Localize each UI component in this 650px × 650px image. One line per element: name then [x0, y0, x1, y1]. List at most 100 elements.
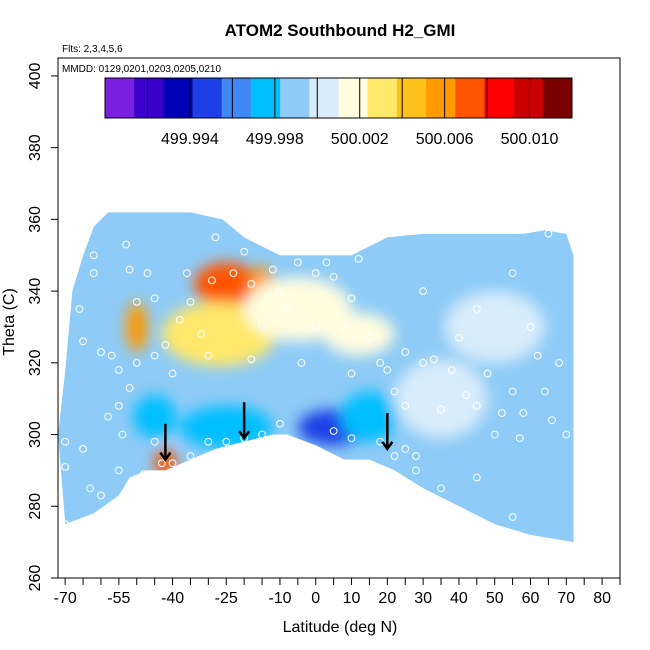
observation-point: [544, 229, 553, 238]
observation-point: [472, 305, 481, 313]
observation-point: [204, 437, 213, 446]
colorbar-tick-label: 499.998: [246, 131, 304, 148]
observation-point: [311, 323, 320, 331]
colorbar-swatch: [280, 78, 310, 118]
field-anomaly: [340, 391, 399, 442]
observation-point: [390, 387, 399, 396]
x-tick-label: -25: [215, 590, 238, 607]
colorbar-swatch: [513, 78, 544, 118]
observation-point: [122, 240, 130, 249]
observation-point: [437, 405, 445, 414]
x-tick-label: -10: [268, 590, 291, 607]
observation-point: [401, 401, 410, 410]
field-anomaly: [133, 395, 177, 439]
colorbar-tick-label: 499.994: [161, 131, 219, 148]
observation-point: [222, 437, 231, 446]
field-anomaly: [322, 312, 395, 356]
observation-point: [311, 269, 320, 278]
field-anomaly: [194, 262, 259, 306]
curtain-field: [58, 212, 574, 543]
y-tick-label: 280: [27, 493, 44, 520]
observation-point: [182, 269, 191, 278]
observation-point: [483, 369, 492, 378]
observation-point: [329, 427, 338, 435]
colorbar-tick-label: 500.006: [416, 131, 474, 148]
observation-point: [86, 484, 95, 493]
x-tick-label: 0: [311, 590, 320, 607]
observation-point: [347, 294, 356, 303]
observation-point: [301, 244, 309, 252]
colorbar-swatch: [367, 78, 398, 118]
observation-point: [114, 401, 123, 410]
observation-point: [455, 333, 463, 342]
observation-point: [297, 358, 306, 367]
y-tick-label: 300: [27, 421, 44, 448]
observation-point: [150, 294, 159, 303]
observation-point: [140, 470, 148, 478]
y-tick-label: 400: [27, 62, 44, 89]
observation-point: [107, 351, 116, 360]
y-axis-label: Theta (C): [1, 288, 18, 356]
observation-point: [508, 269, 517, 278]
observation-point: [347, 434, 356, 443]
observation-point: [186, 452, 195, 460]
y-tick-label: 340: [27, 278, 44, 305]
colorbar-tick-label: 500.002: [331, 131, 389, 148]
observation-point: [429, 355, 438, 364]
observation-point: [462, 391, 470, 400]
colorbar: 499.994 499.998 500.002 500.006 500.010: [104, 77, 573, 148]
flights-note: Flts: 2,3,4,5,6: [62, 44, 123, 55]
field-anomaly: [126, 301, 148, 353]
y-tick-label: 320: [27, 349, 44, 376]
observation-point: [168, 459, 177, 468]
observation-point: [79, 444, 87, 453]
field-anomaly: [244, 276, 352, 342]
colorbar-swatch: [134, 78, 164, 118]
observation-point: [276, 287, 284, 296]
observation-point: [519, 409, 528, 417]
x-tick-label: 60: [522, 590, 540, 607]
observation-point: [555, 358, 564, 367]
observation-point: [490, 527, 499, 536]
observation-point: [447, 366, 456, 374]
observation-point: [354, 254, 363, 263]
observation-point: [347, 369, 356, 378]
y-tick-label: 380: [27, 134, 44, 161]
observation-point: [497, 409, 506, 417]
arrow-marker: [238, 402, 251, 441]
y-tick-label: 360: [27, 206, 44, 233]
observation-point: [240, 247, 249, 256]
colorbar-swatch: [309, 78, 339, 118]
colorbar-swatch: [455, 78, 485, 118]
observation-point: [247, 280, 256, 288]
plot-area: [58, 212, 574, 543]
observation-point: [175, 315, 184, 324]
observation-point: [104, 412, 113, 421]
colorbar-frame: [104, 77, 573, 119]
colorbar-swatch: [105, 78, 135, 118]
x-tick-label: 40: [450, 590, 468, 607]
observation-point: [186, 297, 195, 306]
observation-point: [533, 351, 542, 360]
x-tick-label: 10: [343, 590, 361, 607]
observation-point: [125, 265, 134, 274]
x-tick-label: -70: [54, 590, 77, 607]
x-tick-label: -55: [107, 590, 130, 607]
colorbar-swatch: [221, 78, 252, 118]
colorbar-tick-label: 500.010: [501, 131, 559, 148]
observation-point: [340, 323, 349, 331]
observation-point: [118, 430, 127, 439]
observation-point: [412, 466, 420, 475]
observation-point: [412, 452, 420, 460]
x-tick-label: 30: [414, 590, 432, 607]
arrow-marker: [381, 413, 394, 452]
colorbar-swatch: [542, 78, 573, 118]
observation-point: [208, 276, 216, 285]
observation-point: [508, 513, 517, 521]
x-tick-label: 50: [486, 590, 504, 607]
observation-point: [562, 430, 571, 439]
observation-point: [125, 384, 134, 392]
colorbar-swatch: [396, 78, 427, 118]
observation-point: [61, 520, 70, 529]
observation-point: [97, 348, 105, 356]
